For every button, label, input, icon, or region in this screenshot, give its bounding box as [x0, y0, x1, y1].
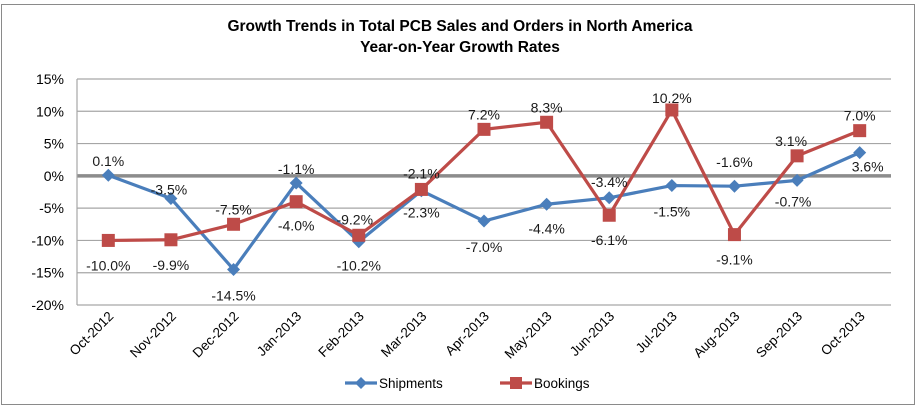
x-tick-label: May-2013 — [502, 309, 555, 362]
marker-shipments — [790, 173, 804, 187]
y-tick-label: 0% — [44, 168, 64, 184]
y-tick-label: 5% — [44, 136, 64, 152]
data-label-shipments: -3.4% — [591, 174, 628, 190]
x-tick-label: Dec-2012 — [190, 309, 242, 361]
data-label-bookings: 3.1% — [775, 133, 807, 149]
data-label-bookings: -2.1% — [403, 165, 440, 181]
legend: Shipments Bookings — [345, 376, 590, 391]
marker-shipments — [227, 262, 241, 276]
data-label-bookings: -4.0% — [278, 218, 315, 234]
marker-bookings — [352, 228, 366, 242]
marker-bookings — [790, 149, 804, 163]
data-label-bookings: 7.0% — [844, 108, 876, 124]
data-label-shipments: -4.4% — [528, 220, 565, 236]
y-tick-label: -15% — [31, 265, 64, 281]
data-label-bookings: -6.1% — [591, 232, 628, 248]
marker-shipments — [665, 179, 679, 193]
chart-title-block: Growth Trends in Total PCB Sales and Ord… — [0, 16, 920, 58]
data-label-shipments: -2.3% — [403, 205, 440, 221]
data-label-bookings: -10.0% — [86, 257, 130, 273]
marker-bookings — [414, 182, 428, 196]
x-tick-label: Jun-2013 — [567, 309, 617, 359]
y-tick-label: -10% — [31, 232, 64, 248]
x-axis-tick-labels: Oct-2012 Nov-2012 Dec-2012 Jan-2013 Feb-2013… — [67, 309, 868, 362]
chart-frame — [1, 4, 915, 405]
data-label-bookings: 10.2% — [652, 90, 692, 106]
x-tick-label: Jan-2013 — [254, 309, 304, 359]
data-label-shipments: 3.6% — [852, 159, 884, 175]
y-tick-label: 10% — [36, 103, 64, 119]
data-labels: 0.1% -3.5% -14.5% -1.1% -10.2% -2.3% -7.0% -4.4… — [86, 90, 884, 303]
marker-bookings — [101, 233, 115, 247]
x-tick-label: Jul-2013 — [633, 309, 680, 356]
y-tick-label: -20% — [31, 297, 64, 313]
x-tick-label: Oct-2013 — [818, 309, 868, 359]
x-tick-label: Nov-2012 — [127, 309, 179, 361]
series-lines — [101, 103, 867, 276]
legend-square-icon — [510, 377, 522, 389]
marker-bookings — [665, 103, 679, 117]
data-label-bookings: -7.5% — [215, 201, 252, 217]
data-label-bookings: -9.9% — [153, 257, 190, 273]
marker-shipments — [477, 214, 491, 228]
chart-title: Growth Trends in Total PCB Sales and Ord… — [227, 18, 693, 35]
x-tick-label: Apr-2013 — [442, 309, 492, 359]
y-tick-label: -5% — [39, 200, 64, 216]
data-label-shipments: -14.5% — [211, 287, 255, 303]
data-label-bookings: -9.1% — [716, 252, 753, 268]
data-label-shipments: -10.2% — [337, 258, 381, 274]
marker-shipments — [289, 176, 303, 190]
data-label-bookings: 8.3% — [531, 99, 563, 115]
marker-bookings — [540, 115, 554, 129]
x-tick-label: Aug-2013 — [691, 309, 743, 361]
marker-shipments — [101, 168, 115, 182]
marker-shipments — [164, 191, 178, 205]
marker-bookings — [289, 195, 303, 209]
data-label-shipments: -7.0% — [466, 239, 503, 255]
marker-shipments — [853, 146, 867, 160]
data-label-bookings: 7.2% — [468, 106, 500, 122]
y-tick-label: 15% — [36, 71, 64, 87]
marker-bookings — [164, 233, 178, 247]
x-tick-label: Feb-2013 — [315, 309, 366, 360]
legend-label-shipments: Shipments — [379, 376, 443, 391]
data-label-shipments: -1.1% — [278, 161, 315, 177]
y-axis-tick-labels: 15% 10% 5% 0% -5% -10% -15% -20% — [31, 71, 64, 313]
marker-shipments — [727, 179, 741, 193]
legend-diamond-icon — [355, 377, 367, 389]
x-tick-label: Oct-2012 — [67, 309, 117, 359]
x-tick-label: Mar-2013 — [378, 309, 429, 360]
data-label-shipments: -3.5% — [151, 181, 188, 197]
marker-bookings — [477, 122, 491, 136]
marker-bookings — [227, 217, 241, 231]
marker-shipments — [602, 191, 616, 205]
data-label-bookings: -9.2% — [336, 211, 373, 227]
x-tick-label: Sep-2013 — [753, 309, 805, 361]
data-label-shipments: 0.1% — [92, 153, 124, 169]
data-label-shipments: -0.7% — [775, 193, 812, 209]
marker-bookings — [727, 228, 741, 242]
marker-bookings — [853, 124, 867, 138]
data-label-shipments: -1.5% — [654, 204, 691, 220]
marker-bookings — [602, 208, 616, 222]
chart-subtitle: Year-on-Year Growth Rates — [360, 39, 560, 56]
legend-label-bookings: Bookings — [534, 376, 590, 391]
marker-shipments — [540, 197, 554, 211]
data-label-shipments: -1.6% — [716, 154, 753, 170]
